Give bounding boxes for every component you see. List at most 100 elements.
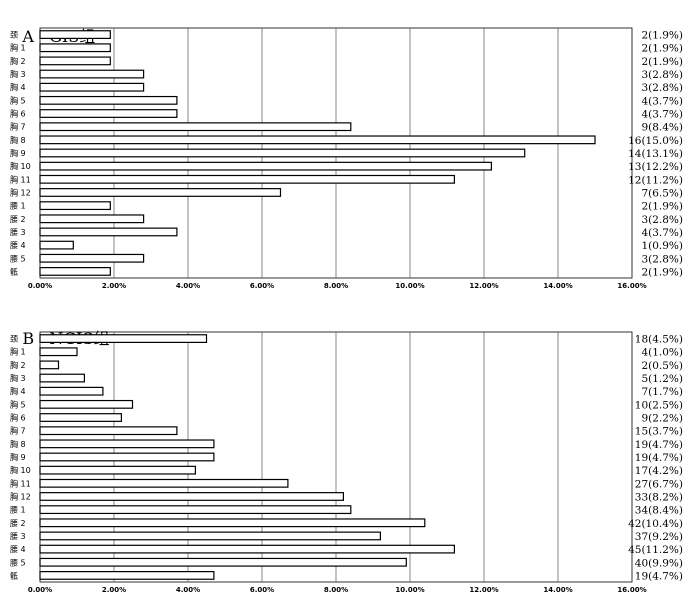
- bar: [39, 347, 78, 357]
- bar: [39, 148, 526, 158]
- data-label: 9(2.2%): [641, 413, 683, 425]
- data-label: 40(9.9%): [635, 557, 683, 569]
- bar: [39, 109, 178, 118]
- bar: [39, 43, 111, 53]
- data-label: 4(3.7%): [641, 95, 683, 107]
- bar: [39, 214, 145, 224]
- bar: [39, 69, 145, 79]
- category-label: 胸 9: [10, 148, 26, 158]
- data-label: 3(2.8%): [641, 82, 683, 94]
- data-label: 17(4.2%): [635, 465, 683, 477]
- category-label: 腰 5: [10, 558, 26, 567]
- bar: [39, 30, 111, 39]
- category-label: 骶: [10, 570, 18, 580]
- x-tick-label: 16.00%: [617, 282, 646, 290]
- bar: [39, 518, 426, 528]
- category-label: 胸 1: [10, 347, 26, 357]
- category-label: 胸 7: [10, 122, 26, 132]
- category-label: 胸 6: [10, 413, 26, 423]
- x-tick-label: 8.00%: [324, 282, 348, 290]
- bar: [39, 386, 104, 396]
- category-label: 腰 5: [10, 254, 26, 263]
- data-label: 45(11.2%): [628, 544, 683, 556]
- bar: [39, 240, 74, 250]
- bar: [39, 122, 352, 132]
- data-label: 18(4.5%): [635, 334, 683, 346]
- bar: [39, 452, 215, 462]
- bar: [39, 82, 145, 92]
- data-label: 12(11.2%): [628, 174, 683, 186]
- category-label: 腰 1: [10, 202, 26, 211]
- data-label: 33(8.2%): [635, 491, 683, 503]
- category-label: 胸 10: [10, 161, 31, 171]
- category-label: 胸 8: [10, 135, 26, 145]
- bar: [39, 56, 111, 66]
- bar: [39, 188, 282, 197]
- x-tick-label: 12.00%: [469, 282, 498, 290]
- category-label: 胸 2: [10, 56, 26, 66]
- x-tick-label: 6.00%: [250, 586, 274, 594]
- data-label: 2(0.5%): [641, 360, 683, 372]
- data-label: 9(8.4%): [641, 122, 683, 134]
- data-label: 15(3.7%): [635, 426, 683, 438]
- bar: [39, 373, 86, 383]
- category-label: 胸 3: [10, 69, 26, 79]
- category-label: 腰 4: [10, 241, 26, 250]
- category-label: 胸 12: [10, 187, 31, 197]
- bar: [39, 439, 215, 449]
- data-label: 7(1.7%): [641, 386, 683, 398]
- category-label: 胸 5: [10, 95, 26, 105]
- data-label: 19(4.7%): [635, 452, 683, 464]
- bar: [39, 571, 215, 580]
- panel-b-letter: B: [22, 329, 35, 348]
- data-label: 27(6.7%): [635, 478, 683, 490]
- bar: [39, 135, 596, 145]
- data-label: 4(3.7%): [641, 109, 683, 121]
- data-label: 42(10.4%): [628, 518, 683, 530]
- category-label: 腰 3: [10, 532, 26, 541]
- bar: [39, 492, 344, 501]
- bar: [39, 531, 381, 541]
- data-label: 19(4.7%): [635, 439, 683, 451]
- category-label: 腰 2: [10, 519, 26, 528]
- bar: [39, 201, 111, 211]
- data-label: 10(2.5%): [635, 399, 683, 411]
- category-label: 胸 5: [10, 399, 26, 409]
- category-label: 颈: [10, 31, 18, 40]
- bar: [39, 267, 111, 276]
- x-tick-label: 0.00%: [28, 586, 52, 594]
- x-tick-label: 16.00%: [617, 586, 646, 594]
- bar: [39, 426, 178, 436]
- category-label: 胸 3: [10, 373, 26, 383]
- category-label: 胸 9: [10, 452, 26, 462]
- panel-b: B NGIS组 0.00%2.00%4.00%6.00%8.00%10.00%1…: [0, 300, 700, 600]
- bar: [39, 557, 407, 567]
- data-label: 16(15.0%): [628, 135, 683, 147]
- x-tick-label: 4.00%: [176, 586, 200, 594]
- data-label: 7(6.5%): [641, 187, 683, 199]
- bar: [39, 253, 145, 263]
- x-tick-label: 14.00%: [543, 282, 572, 290]
- bar: [39, 478, 289, 488]
- category-label: 胸 1: [10, 43, 26, 53]
- data-label: 4(1.0%): [641, 347, 683, 359]
- x-tick-label: 6.00%: [250, 282, 274, 290]
- data-label: 3(2.8%): [641, 253, 683, 265]
- x-tick-label: 4.00%: [176, 282, 200, 290]
- category-label: 胸 6: [10, 109, 26, 119]
- x-tick-label: 10.00%: [395, 586, 424, 594]
- panel-a: A GIS组 0.00%2.00%4.00%6.00%8.00%10.00%12…: [10, 27, 683, 290]
- bar: [39, 505, 352, 515]
- gis-bar-chart: 0.00% 2.00% 4.00% 6.00% 8.00% 10.00% 12.00% 14.…: [10, 27, 683, 290]
- x-tick-label: 2.00%: [102, 282, 126, 290]
- category-label: 颈: [10, 335, 18, 344]
- category-label: 骶: [10, 266, 18, 276]
- bar: [39, 465, 196, 475]
- category-label: 腰 4: [10, 545, 26, 554]
- data-label: 37(9.2%): [635, 531, 683, 543]
- category-label: 胸 8: [10, 439, 26, 449]
- bar: [39, 413, 123, 422]
- category-label: 胸 7: [10, 426, 26, 436]
- x-tick-label: 14.00%: [543, 586, 572, 594]
- data-label: 34(8.4%): [635, 505, 683, 517]
